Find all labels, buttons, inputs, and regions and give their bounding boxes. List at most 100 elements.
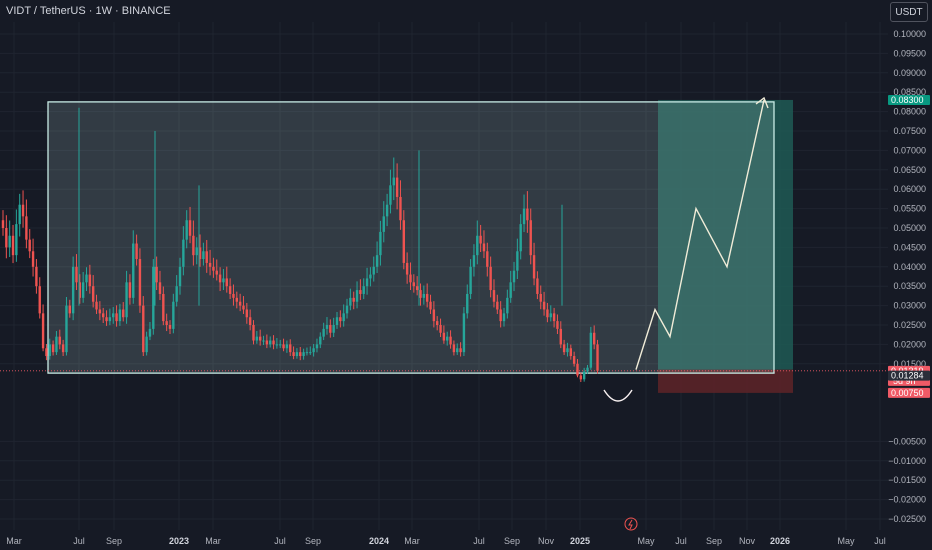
candle[interactable] xyxy=(225,278,228,287)
candle[interactable] xyxy=(456,348,459,353)
candle[interactable] xyxy=(409,274,412,283)
range-box[interactable] xyxy=(47,101,775,374)
candle[interactable] xyxy=(48,344,51,357)
candle[interactable] xyxy=(369,274,372,279)
candle[interactable] xyxy=(55,336,58,353)
candle[interactable] xyxy=(359,290,362,294)
candle[interactable] xyxy=(566,348,569,353)
candle[interactable] xyxy=(302,352,305,357)
candle[interactable] xyxy=(542,301,546,310)
candle[interactable] xyxy=(572,356,576,364)
candle[interactable] xyxy=(462,313,466,353)
candle[interactable] xyxy=(155,266,158,283)
candle[interactable] xyxy=(509,282,512,298)
candle[interactable] xyxy=(182,239,185,267)
candle[interactable] xyxy=(536,278,539,294)
candle[interactable] xyxy=(269,340,272,345)
candle[interactable] xyxy=(469,266,472,294)
projection-path[interactable] xyxy=(635,99,765,370)
candle[interactable] xyxy=(75,266,78,283)
candle[interactable] xyxy=(5,228,8,248)
candle[interactable] xyxy=(552,313,556,322)
candle[interactable] xyxy=(91,286,95,302)
candle[interactable] xyxy=(385,204,389,217)
candle[interactable] xyxy=(299,352,302,357)
candle[interactable] xyxy=(519,224,522,252)
candle[interactable] xyxy=(158,282,162,294)
candle[interactable] xyxy=(305,352,309,354)
candle[interactable] xyxy=(339,317,342,322)
candle[interactable] xyxy=(85,274,88,283)
candle[interactable] xyxy=(102,313,105,318)
candle[interactable] xyxy=(262,340,265,342)
candle[interactable] xyxy=(112,313,115,318)
candle[interactable] xyxy=(375,255,379,267)
candle[interactable] xyxy=(215,270,218,275)
candle[interactable] xyxy=(235,297,238,302)
candle[interactable] xyxy=(122,309,125,318)
bottom-curve-annotation[interactable] xyxy=(603,389,633,402)
candle[interactable] xyxy=(422,293,426,298)
candle[interactable] xyxy=(38,286,41,314)
candle[interactable] xyxy=(105,317,108,322)
candle[interactable] xyxy=(202,251,205,260)
candle[interactable] xyxy=(522,208,526,225)
candle[interactable] xyxy=(592,332,596,345)
candle[interactable] xyxy=(382,216,385,232)
target-zone[interactable] xyxy=(658,99,793,370)
candle[interactable] xyxy=(589,332,593,368)
candle[interactable] xyxy=(502,313,506,322)
candle[interactable] xyxy=(596,344,599,371)
candle[interactable] xyxy=(118,309,122,322)
stop-zone[interactable] xyxy=(658,369,793,393)
candle[interactable] xyxy=(295,352,299,357)
candle[interactable] xyxy=(342,313,345,322)
candle[interactable] xyxy=(162,293,165,322)
candle[interactable] xyxy=(45,348,48,357)
candle[interactable] xyxy=(148,328,152,337)
candle[interactable] xyxy=(242,305,245,310)
candle[interactable] xyxy=(352,297,355,302)
candle[interactable] xyxy=(188,220,192,236)
candle[interactable] xyxy=(452,344,456,353)
candle[interactable] xyxy=(529,220,532,256)
candle[interactable] xyxy=(81,282,85,298)
candle[interactable] xyxy=(185,220,188,240)
candle[interactable] xyxy=(98,309,102,314)
candle[interactable] xyxy=(228,286,232,294)
candle[interactable] xyxy=(506,297,509,314)
candle[interactable] xyxy=(349,297,352,306)
candle[interactable] xyxy=(58,336,61,345)
candle[interactable] xyxy=(419,290,422,298)
candle[interactable] xyxy=(205,251,208,263)
candle[interactable] xyxy=(248,317,252,325)
candle[interactable] xyxy=(482,243,486,252)
candle[interactable] xyxy=(335,317,339,325)
candle[interactable] xyxy=(432,309,436,322)
candle[interactable] xyxy=(258,336,262,341)
candle[interactable] xyxy=(439,325,442,333)
candle[interactable] xyxy=(345,305,349,314)
candle[interactable] xyxy=(208,262,212,267)
candle[interactable] xyxy=(138,259,142,306)
candle[interactable] xyxy=(486,251,489,267)
candle[interactable] xyxy=(198,247,202,260)
candle[interactable] xyxy=(28,239,31,252)
candle[interactable] xyxy=(78,282,82,298)
candle[interactable] xyxy=(479,235,482,244)
candle[interactable] xyxy=(175,286,178,302)
candle[interactable] xyxy=(18,204,21,225)
candle[interactable] xyxy=(165,321,168,325)
candle[interactable] xyxy=(576,363,579,376)
candle[interactable] xyxy=(402,220,405,263)
candle[interactable] xyxy=(569,348,572,357)
candle[interactable] xyxy=(405,262,409,275)
candle[interactable] xyxy=(125,282,128,318)
candle[interactable] xyxy=(128,282,132,298)
candle[interactable] xyxy=(238,301,242,306)
candle[interactable] xyxy=(412,282,416,287)
candle[interactable] xyxy=(218,274,222,283)
candle[interactable] xyxy=(21,204,25,217)
lightning-icon[interactable] xyxy=(624,517,638,531)
